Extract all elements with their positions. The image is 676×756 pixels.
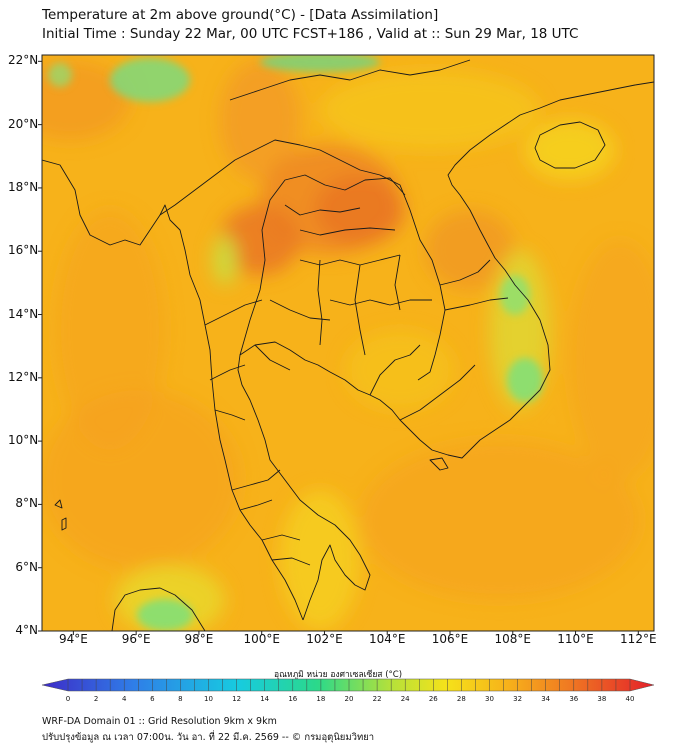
latitude-label: 6°N: [15, 559, 38, 574]
longitude-label: 96°E: [121, 632, 151, 646]
footer-update-info: ปรับปรุงข้อมูล ณ เวลา 07:00น. วัน อา. ที…: [42, 732, 375, 743]
longitude-label: 104°E: [368, 632, 406, 646]
map-title: Temperature at 2m above ground(°C) - [Da…: [42, 7, 439, 23]
colorbar-tick-label: 30: [485, 695, 494, 703]
latitude-label: 14°N: [8, 306, 39, 321]
map-subtitle: Initial Time : Sunday 22 Mar, 00 UTC FCS…: [42, 26, 579, 42]
latitude-label: 20°N: [8, 116, 39, 131]
longitude-label: 98°E: [184, 632, 214, 646]
longitude-label: 100°E: [243, 632, 280, 646]
colorbar-tick-label: 24: [400, 695, 410, 703]
latitude-label: 4°N: [15, 623, 38, 637]
latitude-label: 10°N: [8, 433, 39, 448]
colorbar-tick-label: 32: [513, 695, 523, 703]
colorbar-tick-label: 0: [65, 695, 71, 703]
longitude-label: 112°E: [620, 632, 657, 646]
colorbar-tick-label: 16: [288, 695, 298, 703]
colorbar-tick-label: 40: [625, 695, 635, 703]
colorbar-tick-label: 4: [121, 695, 127, 703]
longitude-label: 110°E: [557, 632, 594, 646]
coastline: [42, 59, 654, 631]
footer-model-info: WRF-DA Domain 01 :: Grid Resolution 9km …: [42, 716, 277, 727]
colorbar-tick-label: 28: [456, 695, 466, 703]
colorbar-tick-label: 34: [541, 695, 551, 703]
latitude-label: 8°N: [15, 496, 38, 511]
latitude-label: 16°N: [8, 243, 39, 258]
colorbar-tick-label: 38: [597, 695, 607, 703]
latitude-label: 22°N: [8, 53, 39, 68]
longitude-label: 94°E: [58, 632, 88, 646]
colorbar-tick-label: 6: [150, 695, 155, 703]
longitude-label: 106°E: [431, 632, 469, 646]
temperature-field: [42, 55, 654, 631]
colorbar-tick-label: 26: [428, 695, 438, 703]
colorbar-tick-label: 14: [260, 695, 270, 703]
colorbar-tick-label: 2: [93, 695, 99, 703]
colorbar-tick-label: 10: [204, 695, 213, 703]
colorbar-tick-label: 12: [232, 695, 242, 703]
colorbar-tick-label: 20: [344, 695, 354, 703]
colorbar-title: อุณหภูมิ หน่วย องศาเซลเซียส (°C): [273, 670, 403, 680]
latitude-label: 12°N: [8, 369, 39, 384]
colorbar-tick-label: 36: [569, 695, 579, 703]
colorbar-tick-label: 18: [316, 695, 326, 703]
colorbar-tick-label: 22: [372, 695, 382, 703]
latitude-label: 18°N: [8, 179, 39, 194]
colorbar-bar: [41, 678, 655, 692]
colorbar-tick-label: 8: [178, 695, 183, 703]
map-frame: [41, 54, 655, 632]
axis-ticks: [38, 60, 639, 635]
longitude-label: 102°E: [306, 632, 343, 646]
longitude-label: 108°E: [494, 632, 532, 646]
